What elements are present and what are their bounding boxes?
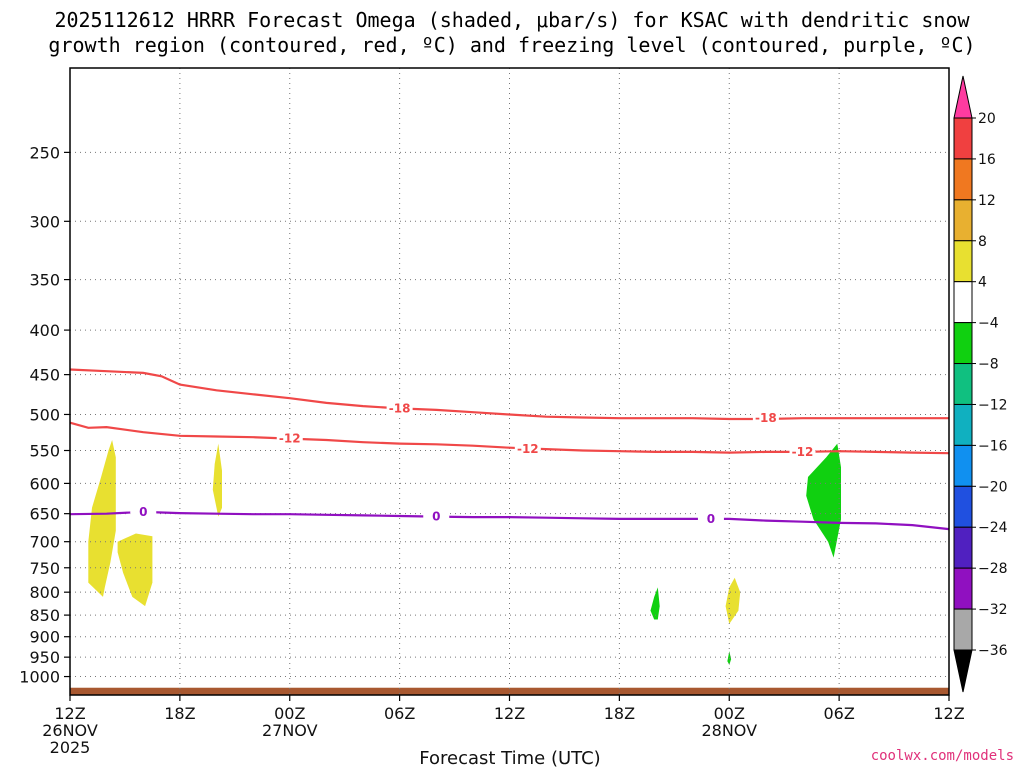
colorbar-label: −20 [978,479,1008,495]
colorbar-label: 12 [978,193,996,209]
contour-label-bg [789,443,816,459]
colorbar-segment [953,567,973,610]
x-tick-label: 26NOV [42,721,98,740]
y-tick-label: 700 [29,533,60,552]
colorbar-label: 20 [978,111,996,127]
y-tick-label: 850 [29,606,60,625]
colorbar-label: −4 [978,316,999,332]
colorbar-segment [953,240,973,283]
x-tick-label: 12Z [54,704,85,723]
y-tick-label: 400 [29,321,60,340]
contour-label-bg [423,508,450,524]
ground-layer [70,687,949,695]
contour-label: 0 [139,505,147,519]
contour-label: 0 [707,512,715,526]
y-tick-label: 450 [29,366,60,385]
x-tick-label: 00Z [714,704,745,723]
colorbar-segment [953,158,973,201]
colorbar-segment [953,363,973,405]
plot-area [70,68,949,695]
colorbar-bottom-arrow [953,649,973,693]
x-tick-label: 18Z [164,704,195,723]
colorbar-label: 4 [978,275,987,291]
colorbar-label: −8 [978,357,999,373]
colorbar-segment [953,322,973,365]
colorbar-label: −32 [978,602,1008,618]
y-tick-label: 600 [29,474,60,493]
colorbar-segment [953,403,973,446]
credit-text: coolwx.com/models [871,748,1014,764]
x-tick-label: 18Z [604,704,635,723]
x-axis-title: Forecast Time (UTC) [419,748,600,768]
colorbar-label: 8 [978,234,987,250]
y-tick-label: 350 [29,271,60,290]
y-tick-label: 1000 [19,668,60,687]
x-tick-label: 27NOV [262,721,318,740]
colorbar-segment [953,281,973,324]
omega-region-2 [117,533,153,607]
contour-line-minus18 [69,368,949,421]
x-tick-label: 12Z [494,704,525,723]
colorbar-top-arrow [953,75,973,119]
colorbar-segment [953,485,973,528]
contour-label: -18 [755,411,777,425]
y-tick-label: 650 [29,505,60,524]
colorbar: 20 16 12 8 4 −4 −8 −12 −16 −20 −24 −28 −32 −36 [953,75,1008,693]
y-tick-label: 250 [29,143,60,162]
omega-region-3 [212,443,222,517]
colorbar-label: −16 [978,438,1008,454]
y-tick-label: 500 [29,405,60,424]
colorbar-segment [953,526,973,569]
colorbar-segment [953,608,973,651]
omega-region-6 [725,577,741,624]
colorbar-segment [953,117,973,160]
x-tick-label: 28NOV [701,721,757,740]
ground-bar [70,687,949,695]
omega-region-4 [806,443,841,558]
y-tick-label: 900 [29,628,60,647]
omega-region-5 [650,587,660,620]
omega-region-1 [88,440,116,597]
contour-label: -12 [792,445,814,459]
contour-line-0 [69,510,950,531]
contour-label: 0 [432,510,440,524]
contour-label-bg [386,400,413,416]
y-tick-label: 550 [29,442,60,461]
colorbar-label: −28 [978,561,1008,577]
x-tick-label: 06Z [384,704,415,723]
y-tick-label: 750 [29,559,60,578]
contour-label-bg [276,430,303,446]
colorbar-segment [953,444,973,487]
colorbar-label: −24 [978,520,1008,536]
contour-label-bg [697,510,724,526]
contour-label-bg [514,441,541,457]
chart-title-line-1: 2025112612 HRRR Forecast Omega (shaded, … [54,8,970,32]
contour-label: -18 [389,401,411,415]
contour-label: -12 [279,432,301,446]
colorbar-segment [953,199,973,242]
chart-title-line-2: growth region (contoured, red, ºC) and f… [48,33,975,57]
contour-label-bg [752,410,779,426]
x-tick-label: 2025 [50,738,91,757]
contour-labels: -18 -18 -12 -12 -12 0 0 0 [130,400,816,526]
colorbar-label: −36 [978,643,1008,659]
x-tick-label: 00Z [274,704,305,723]
y-tick-label: 950 [29,648,60,667]
omega-shaded-regions [88,440,841,665]
x-tick-label: 12Z [933,704,964,723]
colorbar-label: −12 [978,397,1008,413]
y-axis-ticks: 250 300 350 400 450 500 550 600 650 700 750 800 850 9… [19,143,70,687]
x-tick-label: 06Z [823,704,854,723]
colorbar-label: 16 [978,152,996,168]
y-tick-label: 800 [29,583,60,602]
y-tick-label: 300 [29,212,60,231]
contour-label-bg [130,503,157,519]
contour-label: -12 [517,442,539,456]
